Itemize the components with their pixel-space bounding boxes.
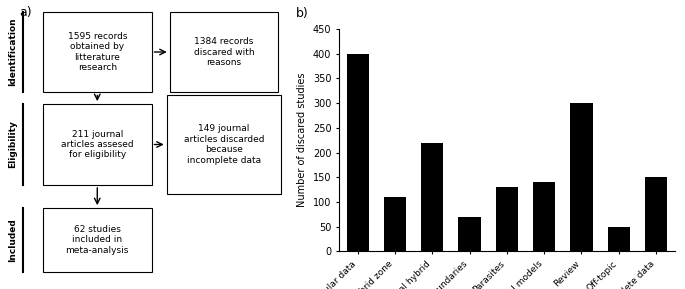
Bar — [645, 177, 667, 251]
Bar — [384, 197, 406, 251]
Text: Included: Included — [8, 218, 17, 262]
FancyBboxPatch shape — [43, 208, 151, 272]
FancyBboxPatch shape — [166, 95, 281, 194]
Bar — [608, 227, 630, 251]
Bar — [421, 143, 443, 251]
Bar — [496, 187, 518, 251]
FancyBboxPatch shape — [43, 12, 151, 92]
Text: 149 journal
articles discarded
because
incomplete data: 149 journal articles discarded because i… — [184, 124, 264, 165]
Bar — [533, 182, 556, 251]
Bar — [458, 217, 481, 251]
Text: Eligibility: Eligibility — [8, 121, 17, 168]
Y-axis label: Number of discared studies: Number of discared studies — [297, 73, 308, 208]
Text: b): b) — [295, 7, 308, 20]
Bar — [347, 54, 369, 251]
Text: 211 journal
articles assesed
for eligibility: 211 journal articles assesed for eligibi… — [61, 129, 134, 160]
Bar — [571, 103, 593, 251]
Text: 1595 records
obtained by
litterature
research: 1595 records obtained by litterature res… — [68, 32, 127, 72]
Text: a): a) — [19, 6, 32, 19]
Text: Identification: Identification — [8, 18, 17, 86]
FancyBboxPatch shape — [170, 12, 278, 92]
Text: 1384 records
discared with
reasons: 1384 records discared with reasons — [194, 37, 254, 67]
Text: 62 studies
included in
meta-analysis: 62 studies included in meta-analysis — [66, 225, 129, 255]
FancyBboxPatch shape — [43, 104, 151, 185]
